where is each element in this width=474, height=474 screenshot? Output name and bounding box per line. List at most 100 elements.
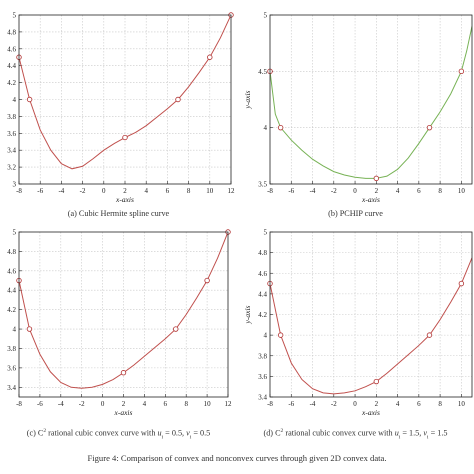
x-tick-label: 0 (101, 400, 105, 408)
x-tick-label: -4 (58, 187, 64, 195)
x-tick-label: -8 (16, 187, 22, 195)
x-tick-label: 8 (438, 400, 442, 408)
x-tick-label: -6 (288, 400, 294, 408)
caption-c-mid: rational cubic convex curve with (46, 428, 158, 438)
y-tick-label: 5 (13, 229, 17, 237)
caption-c-u: u (157, 428, 162, 438)
caption-b: (b) PCHIP curve (328, 209, 383, 218)
x-tick-label: -8 (267, 400, 273, 408)
y-tick-label: 3.4 (258, 394, 267, 402)
caption-d-v: v (423, 428, 428, 438)
x-tick-label: -8 (16, 400, 22, 408)
y-tick-label: 3.4 (7, 147, 16, 155)
x-tick-label: 10 (458, 187, 466, 195)
data-point (426, 124, 433, 131)
x-axis-label: x-axis (115, 195, 134, 204)
y-tick-label: 4.4 (7, 287, 16, 295)
data-point (120, 370, 127, 376)
y-tick-label: 4.8 (258, 249, 267, 257)
x-tick-label: -8 (267, 187, 273, 195)
data-point (277, 332, 284, 338)
x-tick-label: -6 (37, 400, 43, 408)
x-tick-label: 10 (206, 187, 214, 195)
x-tick-label: -4 (310, 400, 316, 408)
data-point (122, 134, 128, 141)
x-tick-label: -2 (80, 187, 86, 195)
y-axis-label: y-axis (243, 90, 252, 109)
caption-c-u-sub: i (161, 434, 164, 441)
x-tick-label: 6 (417, 400, 421, 408)
x-tick-label: 8 (438, 187, 442, 195)
x-tick-label: 4 (144, 187, 148, 195)
y-tick-label: 3.4 (7, 384, 16, 392)
caption-c-v-sub: i (189, 434, 192, 441)
x-tick-label: 6 (166, 187, 170, 195)
x-tick-label: -6 (288, 187, 294, 195)
y-axis-label: y-axis (243, 305, 252, 324)
figure-caption: Figure 4: Comparison of convex and nonco… (87, 453, 387, 463)
x-tick-label: 0 (353, 187, 357, 195)
x-tick-label: 12 (228, 187, 236, 195)
caption-c-sup: 2 (43, 428, 47, 434)
y-tick-label: 4.2 (7, 79, 16, 87)
plot-frame (18, 231, 229, 398)
caption-d-sup: 2 (280, 428, 284, 434)
caption-c-v: v (186, 428, 190, 438)
y-tick-label: 3.5 (258, 181, 267, 189)
y-tick-label: 4.4 (7, 62, 16, 70)
caption-d-u-sub: i (398, 434, 401, 441)
data-point (373, 175, 380, 182)
caption-c: (c) C2 rational cubic convex curve with … (0, 428, 237, 440)
x-tick-label: -6 (37, 187, 43, 195)
series-curve (270, 257, 472, 395)
caption-c-prefix: (c) C (26, 428, 44, 438)
data-point (277, 124, 284, 131)
x-tick-label: 4 (396, 400, 400, 408)
x-tick-label: 6 (164, 400, 168, 408)
data-point (426, 332, 433, 338)
x-tick-label: -2 (331, 187, 337, 195)
data-point (458, 280, 465, 287)
y-tick-label: 5 (264, 12, 268, 20)
x-tick-label: 2 (375, 400, 379, 408)
caption-d-u-eq: = 1.5, (400, 428, 424, 438)
data-point (207, 54, 213, 60)
x-tick-label: 4 (396, 187, 400, 195)
caption-d: (d) C2 rational cubic convex curve with … (237, 428, 474, 440)
y-tick-label: 3.6 (7, 364, 16, 372)
y-tick-label: 4 (13, 326, 17, 334)
data-point (373, 378, 380, 385)
plot-frame (269, 231, 473, 398)
x-tick-label: 8 (187, 187, 191, 195)
x-tick-label: 4 (143, 400, 147, 408)
x-tick-label: 10 (458, 400, 466, 408)
y-tick-label: 3.8 (258, 352, 267, 360)
y-tick-label: 4.5 (258, 68, 267, 76)
data-point (204, 277, 210, 284)
y-tick-label: 3.6 (7, 130, 16, 138)
x-tick-label: 0 (102, 187, 106, 195)
caption-d-v-sub: i (427, 434, 429, 441)
caption-d-mid: rational cubic convex curve with (283, 428, 395, 438)
y-tick-label: 3.8 (7, 113, 16, 121)
data-point (26, 96, 33, 103)
caption-d-v-eq: = 1.5 (428, 428, 448, 438)
caption-a: (a) Cubic Hermite spline curve (67, 209, 170, 218)
x-tick-label: 8 (184, 400, 188, 408)
x-tick-label: 2 (123, 187, 127, 195)
data-point (458, 68, 465, 75)
y-tick-label: 4.2 (7, 306, 16, 314)
y-tick-label: 4.4 (258, 290, 267, 298)
y-tick-label: 3.6 (258, 373, 267, 381)
caption-c-v-eq: = 0.5 (191, 428, 211, 438)
series-curve (19, 15, 231, 170)
y-tick-label: 4.6 (7, 267, 16, 275)
x-tick-label: 0 (353, 400, 357, 408)
y-tick-label: 5 (264, 229, 268, 237)
x-axis-label: x-axis (361, 408, 380, 417)
x-tick-label: -4 (58, 400, 64, 408)
x-axis-label: x-axis (114, 408, 133, 417)
y-tick-label: 3.8 (7, 345, 16, 353)
y-tick-label: 3.2 (7, 164, 16, 172)
